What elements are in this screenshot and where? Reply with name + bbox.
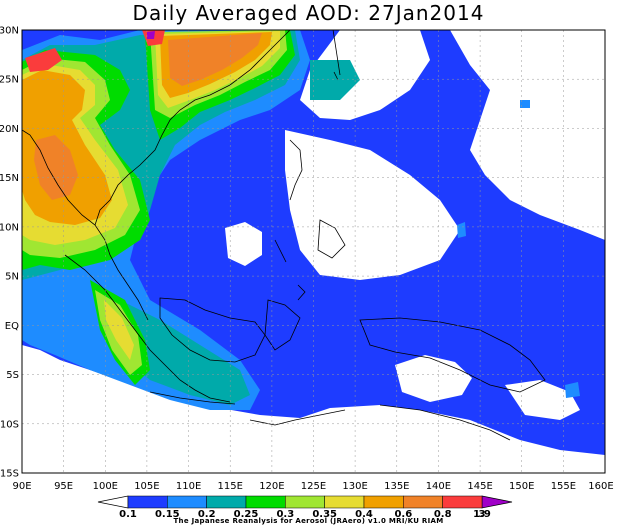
colorbar: 0.1 0.15 0.2 0.25 0.3 0.35 0.4 0.6 0.8 1.93 [97,495,513,520]
lon-tick-label: 115E [217,481,242,492]
gridlines [22,30,605,473]
aod-region [457,222,466,238]
lon-tick-label: 145E [467,481,492,492]
lat-tick-label: 25N [0,75,19,86]
colorbar-label: 0.1 [119,509,137,520]
lat-tick-label: 5S [6,370,19,381]
plot-frame [21,29,606,474]
lat-tick-label: EQ [5,321,19,332]
aod-hole [225,222,262,266]
colorbar-label: 0.8 [434,509,452,520]
lat-tick-label: 5N [5,272,19,283]
lon-tick-label: 135E [384,481,409,492]
aod-region [25,48,62,72]
lat-axis: 30N 25N 20N 15N 10N 5N EQ 5S 10S 15S [0,26,19,480]
lon-tick-label: 120E [259,481,284,492]
colorbar-swatch [127,495,168,509]
lat-tick-label: 15N [0,173,19,184]
lon-tick-label: 100E [93,481,118,492]
colorbar-label: 3 [479,509,486,520]
colorbar-swatch [403,495,443,509]
colorbar-swatch [167,495,207,509]
colorbar-label: 0.2 [198,509,216,520]
lat-tick-label: 10S [0,419,19,430]
coastlines [22,30,546,441]
aod-region [565,382,580,398]
colorbar-swatch [245,495,286,509]
lon-tick-label: 140E [426,481,451,492]
aod-region [168,33,262,86]
lon-tick-label: 125E [301,481,326,492]
colorbar-label: 0.4 [355,509,373,520]
lon-tick-label: 130E [342,481,367,492]
aod-region [147,31,155,39]
colorbar-label: 0.35 [312,509,337,520]
aod-region [34,135,78,200]
aod-field [22,30,605,473]
aod-region [105,300,250,405]
credit-line: The Japanese Reanalysis for Aerosol (JRA… [173,517,444,525]
colorbar-label: 1.9 [473,509,491,520]
lon-tick-label: 155E [551,481,576,492]
colorbar-under-arrow [97,495,129,509]
aod-region [310,60,360,100]
lon-tick-label: 150E [509,481,534,492]
colorbar-label: 0.6 [394,509,412,520]
lon-tick-label: 105E [134,481,159,492]
lat-tick-label: 30N [0,26,19,37]
colorbar-label: 0.25 [234,509,259,520]
lon-tick-label: 160E [588,481,613,492]
colorbar-label: 0.3 [276,509,294,520]
lat-tick-label: 15S [0,469,19,480]
aod-region [104,300,134,360]
lon-axis: 90E 95E 100E 105E 110E 115E 120E 125E 13… [12,481,613,492]
lon-tick-label: 90E [12,481,31,492]
colorbar-swatch [206,495,247,509]
lat-tick-label: 10N [0,222,19,233]
chart-title: Daily Averaged AOD: 27Jan2014 [132,1,485,25]
aod-hole [450,30,605,240]
lat-tick-label: 20N [0,124,19,135]
aod-hole [285,130,460,280]
colorbar-swatch [363,495,404,509]
colorbar-label: 0.15 [155,509,180,520]
colorbar-swatch [324,495,365,509]
colorbar-swatch [285,495,325,509]
lon-tick-label: 95E [54,481,73,492]
aod-region [520,100,530,108]
colorbar-over-arrow [481,495,513,509]
lon-tick-label: 110E [176,481,201,492]
colorbar-swatch [442,495,483,509]
